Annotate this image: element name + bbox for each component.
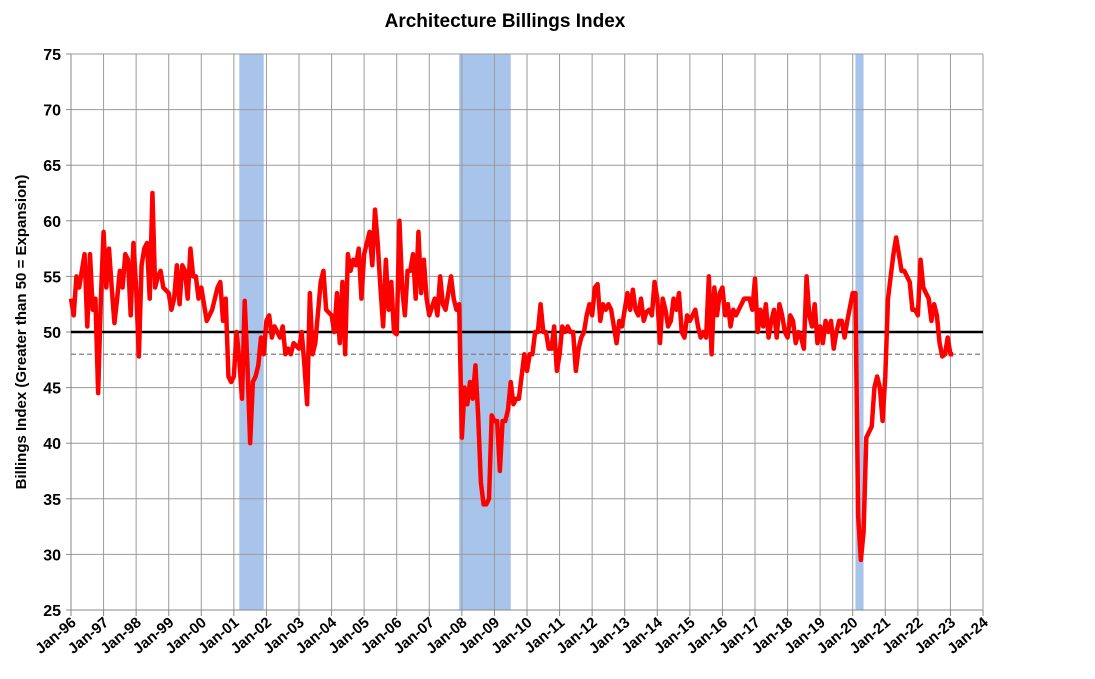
- y-tick-label: 35: [43, 492, 61, 509]
- y-tick-label: 55: [43, 269, 61, 286]
- data: [68, 190, 954, 563]
- y-tick-label: 30: [43, 547, 61, 564]
- series-line: [68, 190, 954, 563]
- chart-title: Architecture Billings Index: [385, 11, 626, 32]
- y-tick-label: 65: [43, 158, 61, 175]
- y-tick-label: 25: [43, 603, 61, 620]
- y-tick-label: 75: [43, 47, 61, 64]
- y-axis-label: Billings Index (Greater than 50 = Expans…: [13, 175, 30, 490]
- y-tick-label: 60: [43, 214, 61, 231]
- tick-labels: 2530354045505560657075Jan-96Jan-97Jan-98…: [32, 47, 992, 658]
- y-tick-label: 70: [43, 103, 61, 120]
- y-tick-label: 40: [43, 436, 61, 453]
- y-tick-label: 45: [43, 381, 61, 398]
- y-tick-label: 50: [43, 325, 61, 342]
